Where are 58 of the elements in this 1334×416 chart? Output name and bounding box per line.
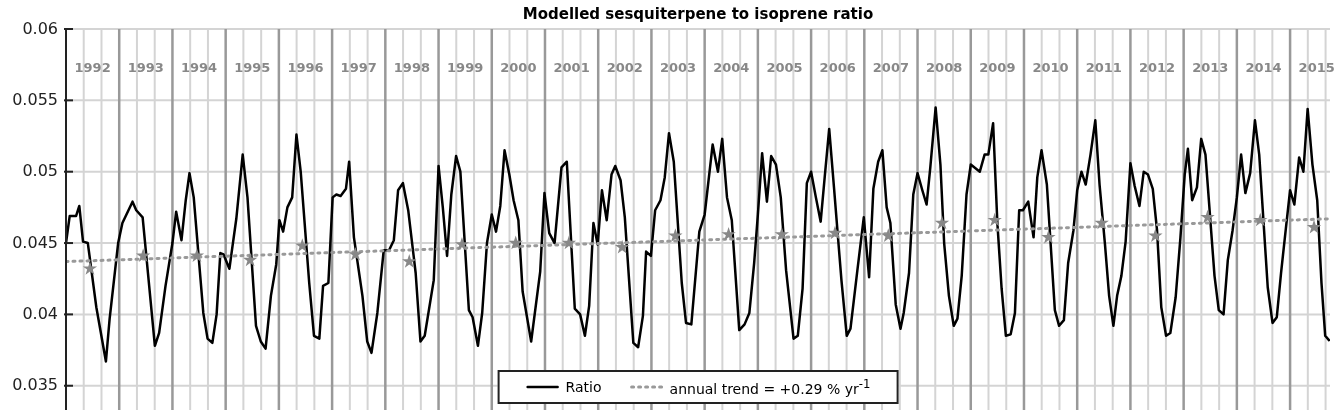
x-tick-label: 2005 [766, 60, 803, 76]
y-tick-label: 0.04 [22, 303, 58, 323]
line-series [66, 106, 1330, 363]
x-tick-label: 2011 [1085, 60, 1122, 76]
x-tick-label: 2012 [1138, 60, 1176, 76]
point [82, 261, 98, 275]
point [1094, 215, 1109, 230]
point [987, 212, 1002, 227]
x-tick-label: 2002 [606, 60, 643, 76]
x-tick-label: 2010 [1032, 60, 1069, 76]
x-tick-label: 2006 [819, 60, 856, 76]
point [881, 228, 896, 243]
point [774, 226, 789, 241]
point [1306, 219, 1322, 234]
x-tick-label: 1994 [180, 60, 218, 76]
x-tick-label: 2007 [872, 60, 910, 76]
y-tick-label: 0.035 [12, 375, 58, 395]
x-tick-label: 2004 [713, 60, 750, 76]
x-tick-label: 2015 [1298, 60, 1334, 76]
point [348, 246, 363, 261]
y-tick-label: 0.05 [22, 161, 58, 181]
x-tick-label: 2008 [926, 60, 963, 76]
x-tick-label: 1998 [393, 60, 431, 76]
x-tick-label: 2000 [500, 60, 537, 76]
point [1041, 229, 1056, 244]
x-tick-label: 1993 [127, 60, 164, 76]
point [402, 254, 417, 268]
x-tick-label: 2001 [553, 60, 590, 76]
point [1253, 212, 1268, 227]
point [135, 248, 151, 262]
x-tick-label: 2013 [1192, 60, 1229, 76]
point [454, 236, 470, 251]
x-tick-label: 1999 [447, 60, 484, 76]
y-tick-label: 0.045 [12, 232, 58, 252]
x-tick-label: 1996 [287, 60, 324, 76]
x-tick-label: 2014 [1245, 60, 1282, 76]
legend-label: annual trend = +0.29 % yr$^{-1}$ [669, 377, 871, 397]
y-tick-label: 0.055 [12, 89, 58, 109]
point [721, 226, 736, 241]
point [668, 228, 683, 243]
point [827, 225, 843, 240]
point [242, 252, 258, 267]
x-tick-label: 2009 [979, 60, 1016, 76]
chart-title: Modelled sesquiterpene to isoprene ratio [521, 5, 875, 23]
x-tick-label: 2003 [659, 60, 697, 76]
point [561, 235, 577, 250]
point [1148, 228, 1163, 243]
x-tick-label: 1995 [234, 60, 271, 76]
point [189, 248, 205, 262]
y-tick-label: 0.06 [22, 18, 58, 38]
x-tick-label: 1992 [74, 60, 111, 76]
point [1200, 209, 1215, 224]
point [614, 239, 630, 254]
point [295, 238, 310, 253]
x-tick-label: 1997 [340, 60, 377, 76]
point [508, 235, 523, 250]
legend-label: Ratio [565, 379, 602, 396]
point [934, 215, 950, 230]
